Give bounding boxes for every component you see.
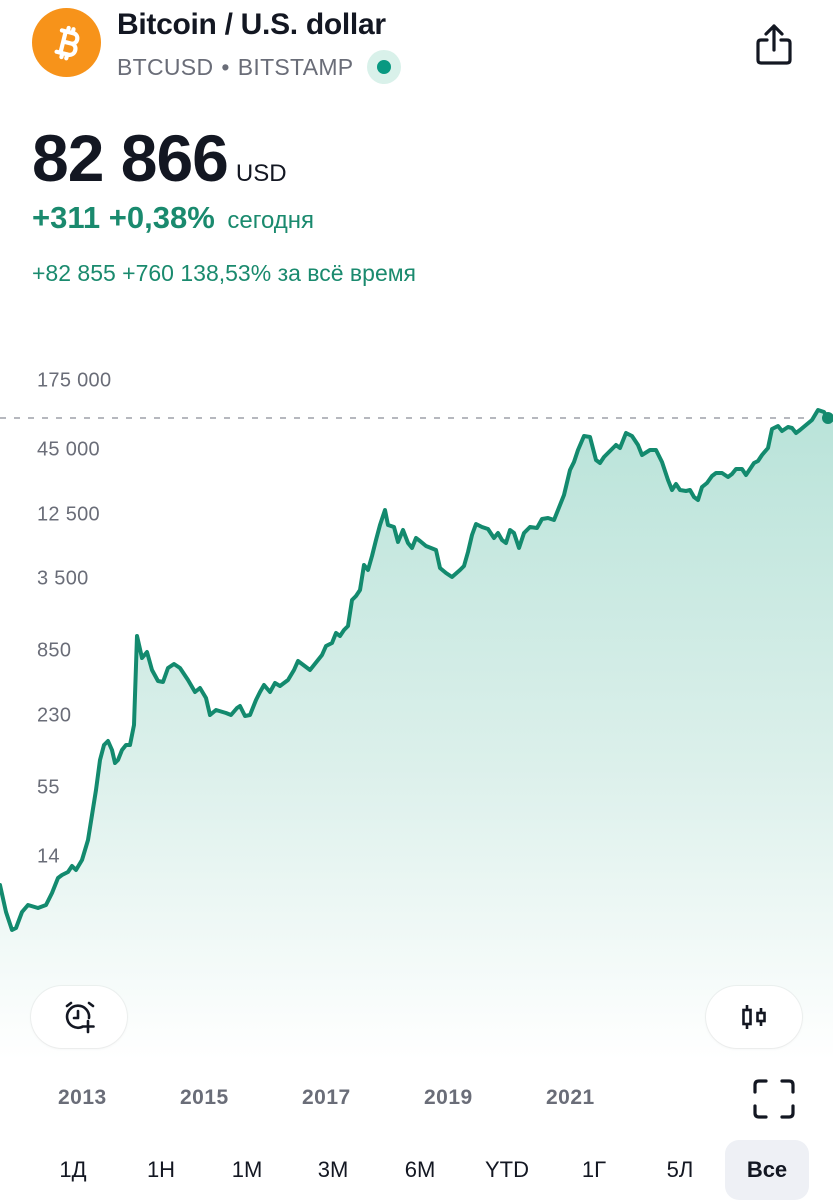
bitcoin-logo-icon xyxy=(32,8,101,77)
live-status-indicator xyxy=(367,50,402,84)
price-block: 82 866 USD xyxy=(32,120,287,196)
x-tick-label: 2021 xyxy=(546,1086,595,1109)
y-tick-label: 55 xyxy=(37,776,60,799)
candlestick-icon xyxy=(742,1005,766,1029)
y-tick-label: 45 000 xyxy=(37,438,100,461)
price-line xyxy=(0,408,830,932)
range-tab-1m[interactable]: 1М xyxy=(231,1157,263,1182)
change-all-label: за всё время xyxy=(277,260,417,286)
share-button[interactable] xyxy=(752,20,796,68)
exchange-label: BITSTAMP xyxy=(237,53,354,80)
x-tick-label: 2015 xyxy=(180,1086,229,1109)
last-price-marker xyxy=(822,412,833,424)
y-tick-label: 175 000 xyxy=(37,369,112,392)
range-tab-1y[interactable]: 1Г xyxy=(581,1157,607,1182)
share-icon xyxy=(756,24,792,65)
current-price: 82 866 xyxy=(32,121,229,195)
range-tab-1d[interactable]: 1Д xyxy=(59,1157,87,1182)
range-tab-1w[interactable]: 1Н xyxy=(146,1157,176,1182)
separator-dot: • xyxy=(221,53,230,80)
fullscreen-button[interactable] xyxy=(752,1078,796,1120)
y-tick-label: 3 500 xyxy=(37,567,89,590)
change-all-time: +82 855 +760 138,53% за всё время xyxy=(32,260,416,287)
chart-canvas[interactable] xyxy=(0,360,833,1060)
add-alert-clock-icon xyxy=(65,1001,95,1034)
price-chart[interactable]: 175 000 45 000 12 500 3 500 850 230 55 1… xyxy=(0,360,833,1060)
x-tick-label: 2019 xyxy=(424,1086,473,1109)
add-alert-button[interactable] xyxy=(31,986,127,1048)
x-tick-label: 2017 xyxy=(302,1086,351,1109)
change-today-label: сегодня xyxy=(227,207,315,234)
range-tab-ytd[interactable]: YTD xyxy=(485,1157,529,1182)
change-today: +311 +0,38% сегодня xyxy=(32,200,314,236)
instrument-subtitle: BTCUSD • BITSTAMP xyxy=(117,50,402,84)
range-tab-5y[interactable]: 5Л xyxy=(666,1157,694,1182)
instrument-title: Bitcoin / U.S. dollar xyxy=(117,8,386,41)
chart-type-button[interactable] xyxy=(706,986,802,1048)
fullscreen-icon xyxy=(753,1079,795,1119)
change-today-abs: +311 xyxy=(32,200,101,235)
range-tab-3m[interactable]: 3М xyxy=(317,1157,349,1182)
x-tick-label: 2013 xyxy=(58,1086,107,1109)
y-tick-label: 230 xyxy=(37,704,72,727)
y-tick-label: 850 xyxy=(37,639,72,662)
range-selector: 1Д 1Н 1М 3М 6М YTD 1Г 5Л Все xyxy=(0,1140,833,1200)
range-tab-all[interactable]: Все xyxy=(725,1140,809,1200)
live-dot-icon xyxy=(377,60,392,74)
range-tab-6m[interactable]: 6М xyxy=(404,1157,436,1182)
symbol-label: BTCUSD xyxy=(117,53,214,80)
y-tick-label: 14 xyxy=(37,845,60,868)
change-all-abs: +82 855 xyxy=(32,260,116,286)
price-currency: USD xyxy=(235,160,287,187)
change-today-pct: +0,38% xyxy=(108,200,215,235)
price-area xyxy=(0,410,833,1060)
y-tick-label: 12 500 xyxy=(37,503,100,526)
instrument-header: Bitcoin / U.S. dollar BTCUSD • BITSTAMP xyxy=(0,0,833,100)
change-all-pct: +760 138,53% xyxy=(122,260,272,286)
